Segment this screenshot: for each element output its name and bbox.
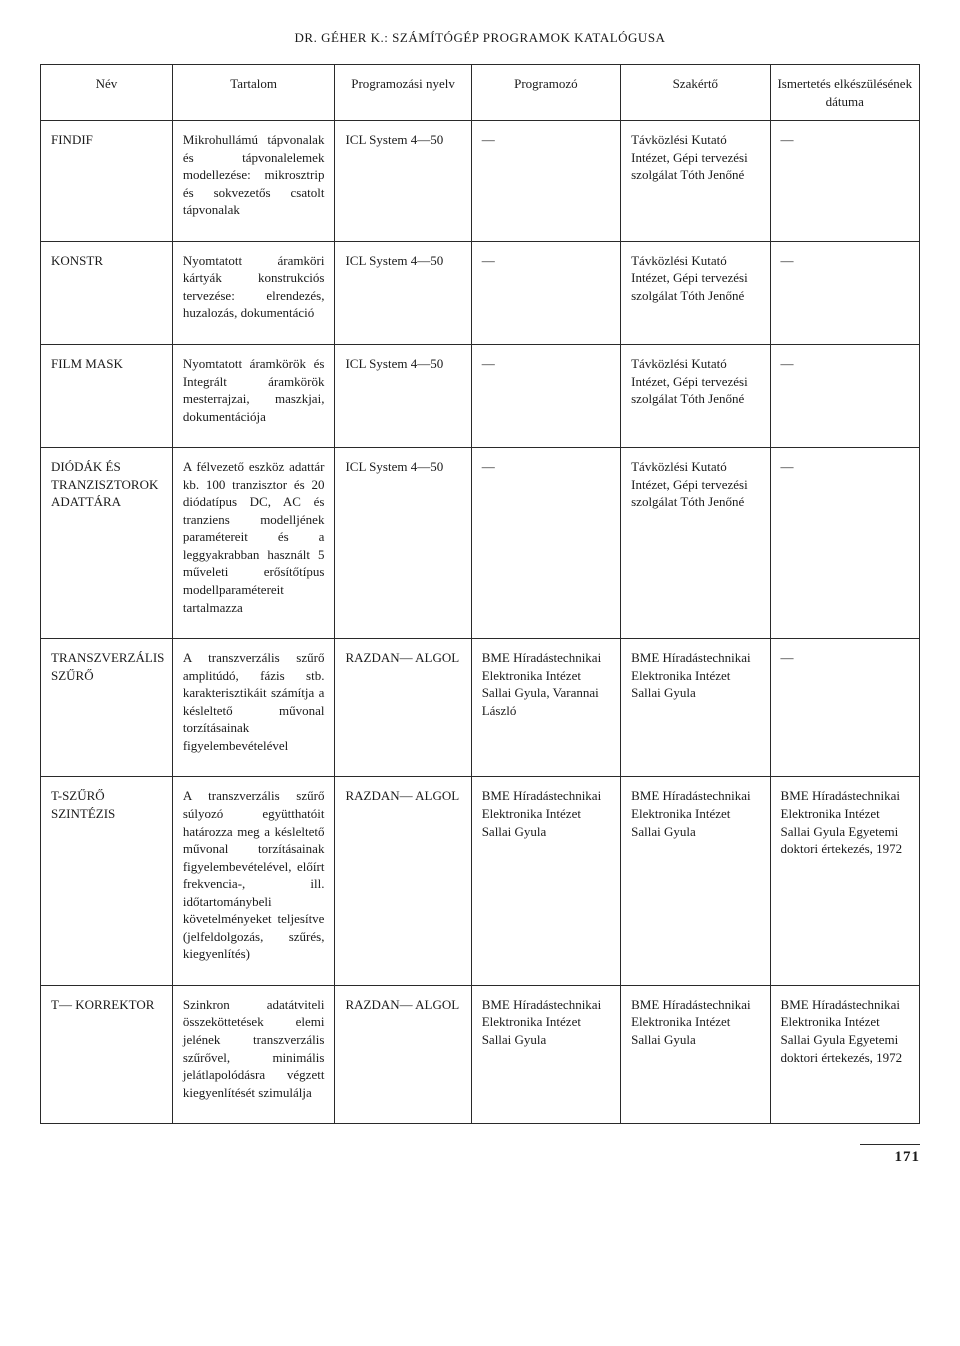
col-header-date: Ismertetés elkészülésének dátuma <box>770 65 919 121</box>
table-row: T— KORREKTORSzinkron adatátviteli összek… <box>41 985 920 1123</box>
cell-content: Nyomtatott áramköri kártyák konstrukciós… <box>172 241 335 344</box>
table-header-row: Név Tartalom Programozási nyelv Programo… <box>41 65 920 121</box>
table-row: KONSTRNyomtatott áramköri kártyák konstr… <box>41 241 920 344</box>
cell-language: RAZDAN— ALGOL <box>335 985 471 1123</box>
cell-language: ICL System 4—50 <box>335 241 471 344</box>
table-row: DIÓDÁK ÉS TRANZISZTOROK ADATTÁRAA félvez… <box>41 448 920 639</box>
cell-name: DIÓDÁK ÉS TRANZISZTOROK ADATTÁRA <box>41 448 173 639</box>
cell-expert: BME Híradástechnikai Elektronika Intézet… <box>621 777 770 985</box>
page-title: DR. GÉHER K.: SZÁMÍTÓGÉP PROGRAMOK KATAL… <box>40 30 920 46</box>
cell-content: A transzverzális szűrő súlyozó együtthat… <box>172 777 335 985</box>
cell-language: RAZDAN— ALGOL <box>335 639 471 777</box>
cell-language: ICL System 4—50 <box>335 448 471 639</box>
cell-language: RAZDAN— ALGOL <box>335 777 471 985</box>
cell-name: T— KORREKTOR <box>41 985 173 1123</box>
cell-programmer: BME Híradástechnikai Elektronika Intézet… <box>471 985 620 1123</box>
table-row: TRANSZVERZÁLIS SZŰRŐA transzverzális szű… <box>41 639 920 777</box>
cell-date: — <box>770 241 919 344</box>
cell-content: Mikrohullámú tápvonalak és tápvonaleleme… <box>172 121 335 242</box>
cell-name: FILM MASK <box>41 345 173 448</box>
cell-expert: BME Híradástechnikai Elektronika Intézet… <box>621 639 770 777</box>
cell-language: ICL System 4—50 <box>335 121 471 242</box>
cell-content: A transzverzális szűrő amplitúdó, fázis … <box>172 639 335 777</box>
page-number: 171 <box>860 1144 920 1166</box>
table-row: FINDIFMikrohullámú tápvonalak és tápvona… <box>41 121 920 242</box>
cell-expert: BME Híradástechnikai Elektronika Intézet… <box>621 985 770 1123</box>
cell-date: — <box>770 345 919 448</box>
cell-content: A félvezető eszköz adattár kb. 100 tranz… <box>172 448 335 639</box>
cell-expert: Távközlési Kutató Intézet, Gépi tervezés… <box>621 241 770 344</box>
cell-name: T-SZŰRŐ SZINTÉZIS <box>41 777 173 985</box>
cell-programmer: BME Híradástechnikai Elektronika Intézet… <box>471 639 620 777</box>
table-row: T-SZŰRŐ SZINTÉZISA transzverzális szűrő … <box>41 777 920 985</box>
cell-content: Szinkron adatátviteli összeköttetések el… <box>172 985 335 1123</box>
cell-date: — <box>770 448 919 639</box>
col-header-content: Tartalom <box>172 65 335 121</box>
cell-programmer: — <box>471 121 620 242</box>
cell-programmer: — <box>471 241 620 344</box>
cell-programmer: BME Híradástechnikai Elektronika Intézet… <box>471 777 620 985</box>
cell-date: — <box>770 121 919 242</box>
cell-name: FINDIF <box>41 121 173 242</box>
cell-date: BME Híradástechnikai Elektronika Intézet… <box>770 985 919 1123</box>
table-row: FILM MASKNyomtatott áramkörök és Integrá… <box>41 345 920 448</box>
cell-programmer: — <box>471 345 620 448</box>
col-header-expert: Szakértő <box>621 65 770 121</box>
cell-name: KONSTR <box>41 241 173 344</box>
cell-date: — <box>770 639 919 777</box>
cell-date: BME Híradástechnikai Elektronika Intézet… <box>770 777 919 985</box>
cell-expert: Távközlési Kutató Intézet, Gépi tervezés… <box>621 345 770 448</box>
page-container: DR. GÉHER K.: SZÁMÍTÓGÉP PROGRAMOK KATAL… <box>0 0 960 1196</box>
cell-expert: Távközlési Kutató Intézet, Gépi tervezés… <box>621 448 770 639</box>
cell-programmer: — <box>471 448 620 639</box>
cell-language: ICL System 4—50 <box>335 345 471 448</box>
cell-expert: Távközlési Kutató Intézet, Gépi tervezés… <box>621 121 770 242</box>
cell-name: TRANSZVERZÁLIS SZŰRŐ <box>41 639 173 777</box>
col-header-name: Név <box>41 65 173 121</box>
col-header-programmer: Programozó <box>471 65 620 121</box>
catalog-table: Név Tartalom Programozási nyelv Programo… <box>40 64 920 1124</box>
cell-content: Nyomtatott áramkörök és Integrált áramkö… <box>172 345 335 448</box>
col-header-language: Programozási nyelv <box>335 65 471 121</box>
